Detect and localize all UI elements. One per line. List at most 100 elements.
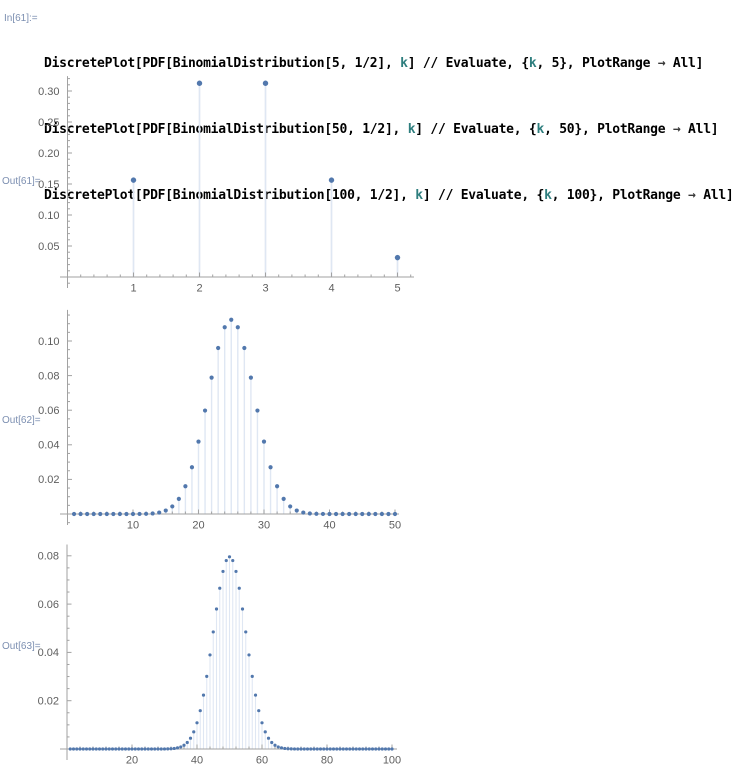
y-tick-label: 0.08 <box>38 551 59 563</box>
data-point <box>227 555 232 559</box>
x-tick-label: 80 <box>321 755 333 767</box>
data-point <box>107 747 111 751</box>
data-point <box>260 721 264 725</box>
data-point <box>221 569 225 574</box>
data-point <box>75 747 79 751</box>
data-point <box>130 511 136 517</box>
x-tick-label: 40 <box>191 755 203 767</box>
data-point <box>114 747 118 751</box>
data-point <box>325 747 329 751</box>
data-point <box>283 746 287 751</box>
local-variable-token: k <box>415 188 423 203</box>
discrete-plot-binomial-5[interactable]: 1 2 3 4 5 0.05 0.10 0.15 0.20 0.25 0.30 <box>0 72 440 302</box>
data-point <box>78 747 82 751</box>
data-point <box>305 747 310 751</box>
data-point <box>175 746 180 750</box>
x-tick-label: 10 <box>127 520 139 532</box>
data-point <box>237 586 241 590</box>
data-point <box>229 317 234 322</box>
data-point <box>127 747 131 751</box>
local-variable-token: k <box>544 188 552 203</box>
data-point <box>192 730 196 734</box>
data-point <box>266 736 271 740</box>
local-variable-token: k <box>400 56 408 71</box>
y-tick-label: 0.06 <box>38 599 59 611</box>
y-tick-label: 0.04 <box>38 647 59 659</box>
data-point <box>231 558 235 563</box>
data-point <box>183 484 188 489</box>
data-point <box>214 607 219 611</box>
data-point <box>162 747 167 751</box>
code-token: ] // Evaluate, { <box>422 188 545 203</box>
x-tick-label: 40 <box>323 520 335 532</box>
input-cell-label: In[61]:= <box>4 13 38 24</box>
data-point <box>156 747 160 751</box>
data-point <box>262 80 269 86</box>
output-cell-label-62: Out[62]= <box>2 415 41 426</box>
x-tick-label: 4 <box>328 283 334 295</box>
data-point <box>240 607 245 611</box>
data-point <box>182 743 186 747</box>
code-line-3[interactable]: DiscretePlot[PDF[BinomialDistribution[10… <box>44 185 734 207</box>
data-point <box>247 653 251 657</box>
data-point <box>85 511 90 517</box>
code-token: , 50}, PlotRange <box>544 122 673 137</box>
data-point <box>392 511 398 517</box>
data-point <box>248 375 253 380</box>
data-point <box>222 325 227 330</box>
data-point <box>205 674 209 678</box>
data-point <box>344 747 349 751</box>
discrete-plot-binomial-100[interactable]: 20 40 60 80 100 0.02 0.04 0.06 0.08 <box>0 542 440 775</box>
data-point <box>224 558 228 563</box>
y-tick-label: 0.10 <box>38 210 59 222</box>
code-token: , 5}, PlotRange <box>536 56 658 71</box>
x-tick-label: 60 <box>256 755 268 767</box>
data-point <box>275 484 280 489</box>
data-point <box>201 693 206 697</box>
y-tick-label: 0.15 <box>38 179 59 191</box>
data-point <box>169 747 173 751</box>
data-point <box>209 375 214 380</box>
code-token: DiscretePlot[PDF[BinomialDistribution[5,… <box>44 56 401 71</box>
discrete-plot-binomial-50[interactable]: 10 20 30 40 50 0.02 0.04 0.06 0.08 0.10 <box>0 307 440 535</box>
data-point <box>386 511 391 517</box>
data-point <box>347 511 352 517</box>
code-token: DiscretePlot[PDF[BinomialDistribution[10… <box>44 188 416 203</box>
y-tick-label: 0.08 <box>38 370 59 382</box>
data-point <box>261 439 267 444</box>
rule-arrow-token: → <box>672 122 681 137</box>
data-point <box>140 747 144 751</box>
data-point <box>320 511 326 517</box>
data-point <box>120 747 124 751</box>
data-point <box>338 747 342 751</box>
data-point <box>104 511 109 517</box>
code-token: ] // Evaluate, { <box>407 56 529 71</box>
code-token: All] <box>695 188 734 203</box>
data-point <box>315 747 319 751</box>
data-point <box>94 747 98 751</box>
y-tick-label: 0.04 <box>38 440 59 452</box>
data-point <box>296 747 300 751</box>
data-point <box>377 747 381 751</box>
rule-arrow-token: → <box>688 188 696 203</box>
data-point <box>179 745 183 749</box>
y-tick-label: 0.10 <box>38 336 59 348</box>
code-line-1[interactable]: DiscretePlot[PDF[BinomialDistribution[5,… <box>44 53 734 75</box>
data-point <box>341 747 345 751</box>
x-tick-label: 20 <box>126 755 138 767</box>
data-point <box>289 747 293 751</box>
y-tick-label: 0.20 <box>38 148 59 160</box>
output-cell-label-63: Out[63]= <box>2 641 41 652</box>
data-point <box>322 747 326 751</box>
data-point <box>273 743 277 747</box>
data-point <box>188 736 193 740</box>
data-point <box>88 747 92 751</box>
data-point <box>255 408 260 413</box>
data-point <box>361 747 365 751</box>
data-point <box>71 747 76 751</box>
data-point <box>312 747 316 751</box>
data-point <box>211 630 215 634</box>
data-point <box>110 747 115 751</box>
data-point <box>176 496 181 501</box>
data-point <box>353 511 358 517</box>
